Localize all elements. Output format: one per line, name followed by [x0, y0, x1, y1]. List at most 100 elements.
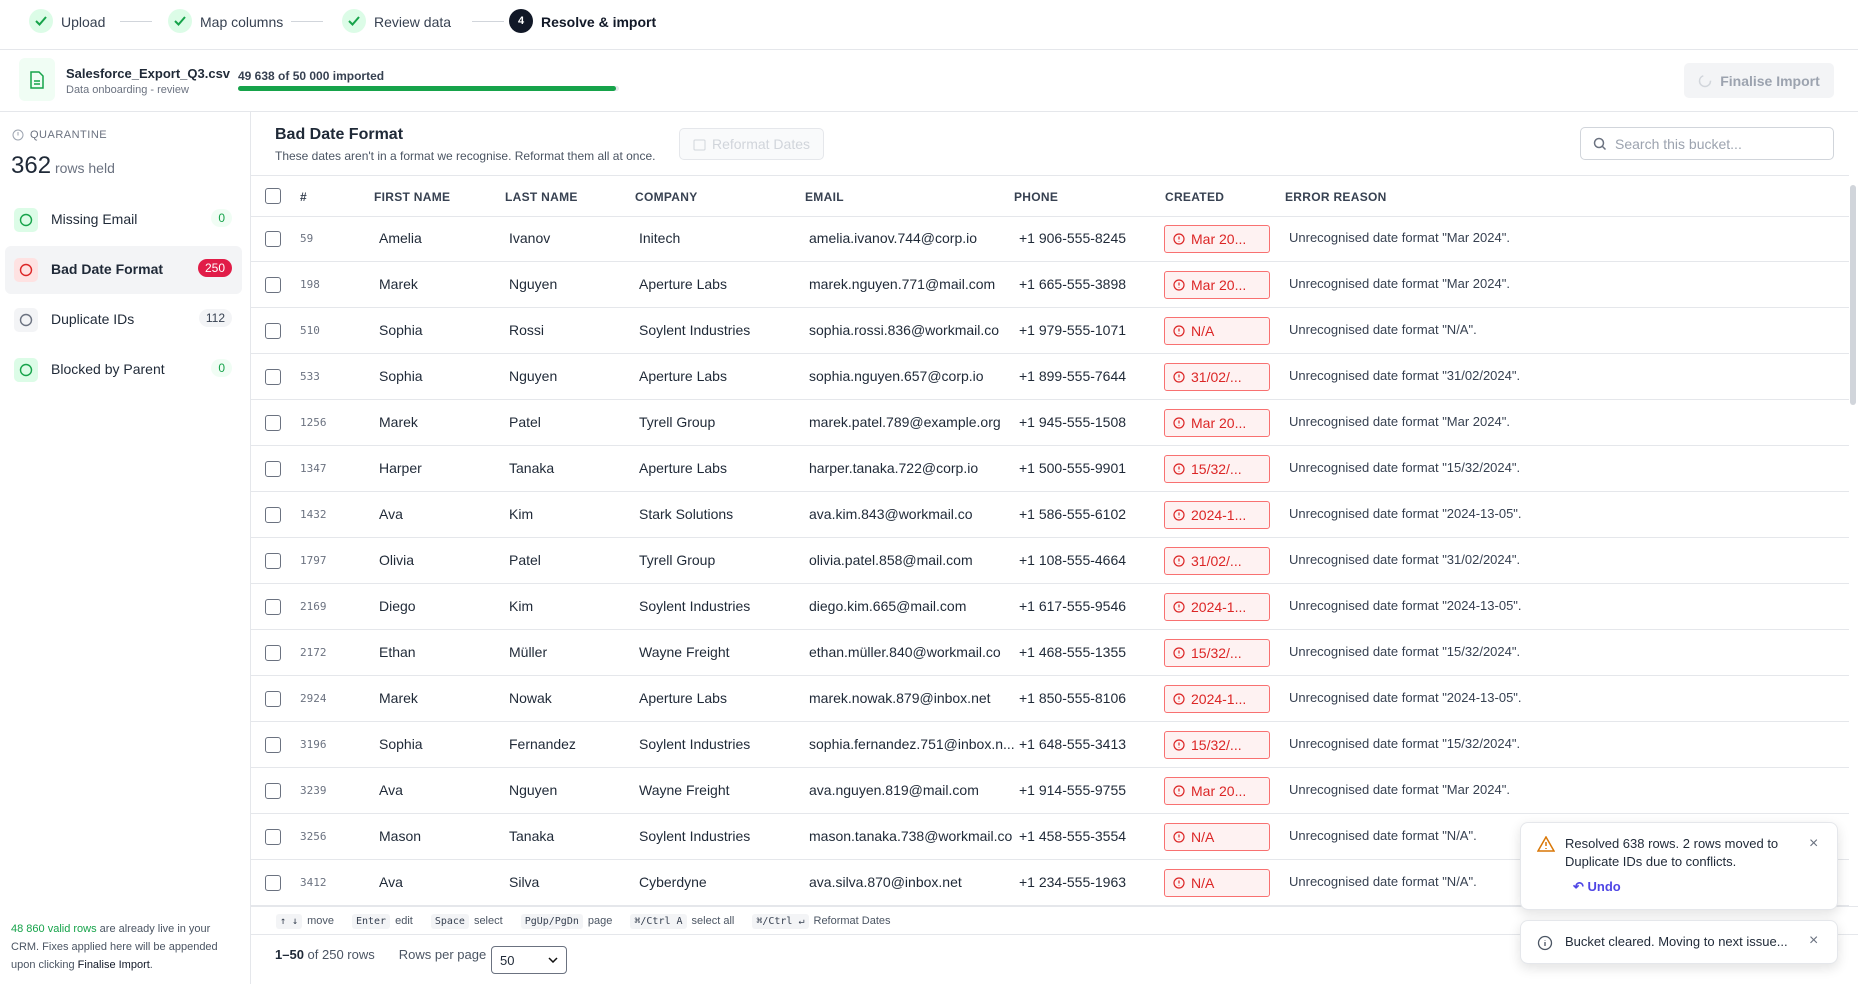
cell: Müller: [509, 644, 548, 660]
cell: Unrecognised date format "N/A".: [1289, 874, 1477, 889]
toast-action[interactable]: ↶ Undo: [1573, 879, 1621, 894]
note-highlight: 48 860 valid rows: [11, 923, 97, 935]
toast-message: Bucket cleared. Moving to next issue...: [1565, 934, 1788, 949]
bucket-glyph: [19, 263, 33, 277]
cell: Sophia: [379, 368, 423, 384]
undo: Undo: [1587, 879, 1621, 894]
shortcut: Enter edit: [351, 913, 413, 929]
bucket-icon: [14, 358, 38, 382]
note: 48 860 valid rows are already live in yo…: [11, 920, 236, 974]
cell: Unrecognised date format "Mar 2024".: [1289, 230, 1510, 245]
toast-close[interactable]: ×: [1809, 932, 1819, 949]
row-checkbox[interactable]: [265, 323, 281, 339]
row-divider: [251, 859, 1849, 860]
cell: mason.tanaka.738@workmail.co: [809, 828, 1013, 844]
row-id: 3196: [300, 738, 327, 751]
bucket-name: Duplicate IDs: [51, 311, 135, 327]
row-checkbox[interactable]: [265, 415, 281, 431]
cell: +1 586-555-6102: [1019, 506, 1127, 522]
cell: Unrecognised date format "31/02/2024".: [1289, 368, 1521, 383]
calendar-icon: [693, 139, 706, 150]
error-icon: [1173, 509, 1185, 521]
created-badge: Mar 20...: [1164, 777, 1270, 805]
rows-per-page[interactable]: 50: [491, 946, 567, 974]
row-checkbox[interactable]: [265, 645, 281, 661]
row-checkbox[interactable]: [265, 277, 281, 293]
bucket-title: Bad Date Format: [275, 126, 404, 143]
row-id: 59: [300, 232, 314, 245]
bucket-glyph: [19, 313, 33, 327]
error-icon: [1173, 555, 1185, 567]
column-header: FIRST NAME: [374, 190, 451, 204]
step-label: Upload: [61, 14, 106, 30]
row-divider: [251, 353, 1849, 354]
cell: Marek: [379, 414, 418, 430]
cell: Harper: [379, 460, 422, 476]
cell: Aperture Labs: [639, 276, 727, 292]
cell: olivia.patel.858@mail.com: [809, 552, 973, 568]
cell: Silva: [509, 874, 540, 890]
cell: Unrecognised date format "Mar 2024".: [1289, 414, 1510, 429]
bucket-count: 112: [198, 309, 232, 327]
row-checkbox[interactable]: [265, 829, 281, 845]
cell: Amelia: [379, 230, 422, 246]
error-icon: [1173, 831, 1185, 843]
shortcut-key: ⌘/Ctrl ↵: [752, 913, 809, 929]
row-checkbox[interactable]: [265, 369, 281, 385]
cell: Initech: [639, 230, 681, 246]
count: 362: [11, 152, 52, 179]
cell: Kim: [509, 598, 534, 614]
cell: Sophia: [379, 736, 423, 752]
toast-close[interactable]: ×: [1809, 835, 1819, 852]
cell: Tyrell Group: [639, 552, 716, 568]
bucket-item[interactable]: Blocked by Parent 0: [5, 346, 242, 394]
cell: Soylent Industries: [639, 828, 751, 844]
bucket-item[interactable]: Bad Date Format 250: [5, 246, 242, 294]
total: of 250 rows: [307, 947, 375, 962]
row-id: 3412: [300, 876, 327, 889]
row-checkbox[interactable]: [265, 691, 281, 707]
bucket-item[interactable]: Duplicate IDs 112: [5, 296, 242, 344]
cell: marek.patel.789@example.org: [809, 414, 1001, 430]
row-checkbox[interactable]: [265, 507, 281, 523]
cell: Unrecognised date format "15/32/2024".: [1289, 460, 1521, 475]
cell: ethan.müller.840@workmail.co: [809, 644, 1001, 660]
cell: +1 108-555-4664: [1019, 552, 1127, 568]
error-icon: [1173, 693, 1185, 705]
row-divider: [251, 583, 1849, 584]
row-checkbox[interactable]: [265, 599, 281, 615]
cell: Mason: [379, 828, 422, 844]
search-placeholder: Search this bucket...: [1615, 135, 1742, 152]
cell: Soylent Industries: [639, 322, 751, 338]
created-value: Mar 20...: [1191, 231, 1247, 247]
row-checkbox[interactable]: [265, 737, 281, 753]
shortcut-key: PgUp/PgDn: [520, 913, 583, 929]
step-circle: [342, 9, 366, 33]
bucket-glyph: [19, 363, 33, 377]
error-icon: [1173, 371, 1185, 383]
row-id: 1347: [300, 462, 327, 475]
row-checkbox[interactable]: [265, 231, 281, 247]
cell: Patel: [509, 414, 541, 430]
select-all[interactable]: [265, 188, 281, 204]
row-checkbox[interactable]: [265, 783, 281, 799]
row-id: 3239: [300, 784, 327, 797]
row-checkbox[interactable]: [265, 553, 281, 569]
row-checkbox[interactable]: [265, 875, 281, 891]
cell: Unrecognised date format "Mar 2024".: [1289, 782, 1510, 797]
bucket-item[interactable]: Missing Email 0: [5, 196, 242, 244]
finalise-button[interactable]: Finalise Import: [1684, 63, 1834, 98]
cell: sophia.rossi.836@workmail.co: [809, 322, 1000, 338]
file-icon: [19, 58, 55, 101]
row-checkbox[interactable]: [265, 461, 281, 477]
cell: Soylent Industries: [639, 598, 751, 614]
cell: +1 979-555-1071: [1019, 322, 1127, 338]
step-label: Map columns: [200, 14, 284, 30]
bucket-name: Bad Date Format: [51, 261, 164, 277]
search[interactable]: Search this bucket...: [1580, 127, 1834, 160]
shortcut-label: page: [587, 914, 613, 927]
cell: +1 914-555-9755: [1019, 782, 1127, 798]
reformat-button[interactable]: Reformat Dates: [679, 128, 824, 160]
header: Salesforce_Export_Q3.csv Data onboarding…: [0, 50, 1858, 112]
pagination: 1–50 of 250 rows Rows per page: [275, 947, 486, 962]
